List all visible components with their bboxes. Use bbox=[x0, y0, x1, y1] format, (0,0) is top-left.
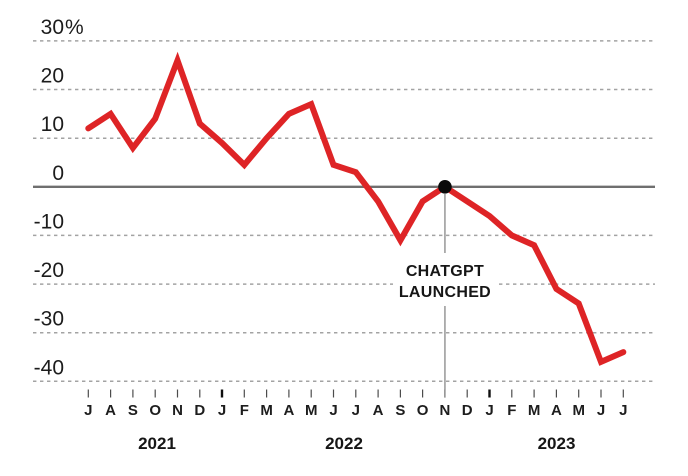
month-label: F bbox=[240, 402, 249, 419]
month-label: J bbox=[597, 402, 605, 419]
annotation-text-line2: LAUNCHED bbox=[399, 284, 491, 301]
year-label: 2022 bbox=[325, 434, 363, 453]
month-label: J bbox=[619, 402, 627, 419]
y-axis-tick-label: 0 bbox=[52, 162, 64, 185]
y-axis-tick-label: -20 bbox=[34, 259, 64, 282]
month-label: M bbox=[260, 402, 273, 419]
month-label: O bbox=[149, 402, 161, 419]
month-label: A bbox=[373, 402, 384, 419]
month-label: J bbox=[329, 402, 337, 419]
month-label: O bbox=[417, 402, 429, 419]
y-axis-tick-label: -30 bbox=[34, 308, 64, 331]
gridlines bbox=[33, 40, 655, 383]
y-axis-tick-label: 30 bbox=[41, 16, 64, 39]
month-label: D bbox=[194, 402, 205, 419]
year-label: 2021 bbox=[138, 434, 176, 453]
month-label: J bbox=[84, 402, 92, 419]
y-axis-tick-label: -40 bbox=[34, 356, 64, 379]
y-axis-tick-label: -10 bbox=[34, 210, 64, 233]
month-label: A bbox=[551, 402, 562, 419]
month-label: N bbox=[172, 402, 183, 419]
month-label: D bbox=[462, 402, 473, 419]
month-label: N bbox=[439, 402, 450, 419]
y-axis-labels: 30 % 20 10 0 -10 -20 -30 -40 bbox=[34, 16, 84, 379]
month-label: M bbox=[572, 402, 585, 419]
data-series bbox=[85, 51, 627, 397]
month-label: J bbox=[485, 402, 493, 419]
month-label: F bbox=[507, 402, 516, 419]
month-label: A bbox=[283, 402, 294, 419]
month-label: J bbox=[352, 402, 360, 419]
month-label: S bbox=[395, 402, 405, 419]
month-label: M bbox=[305, 402, 318, 419]
month-label: A bbox=[105, 402, 116, 419]
data-series-line bbox=[85, 51, 627, 366]
month-label: M bbox=[528, 402, 541, 419]
y-axis-tick-label: 10 bbox=[41, 113, 64, 136]
month-label: S bbox=[128, 402, 138, 419]
year-label: 2023 bbox=[538, 434, 576, 453]
y-axis-percent-sign: % bbox=[65, 16, 84, 39]
annotation-dot bbox=[438, 180, 452, 194]
y-axis-tick-label: 20 bbox=[41, 65, 64, 88]
month-label: J bbox=[218, 402, 226, 419]
annotation-text-line1: CHATGPT bbox=[406, 263, 484, 280]
